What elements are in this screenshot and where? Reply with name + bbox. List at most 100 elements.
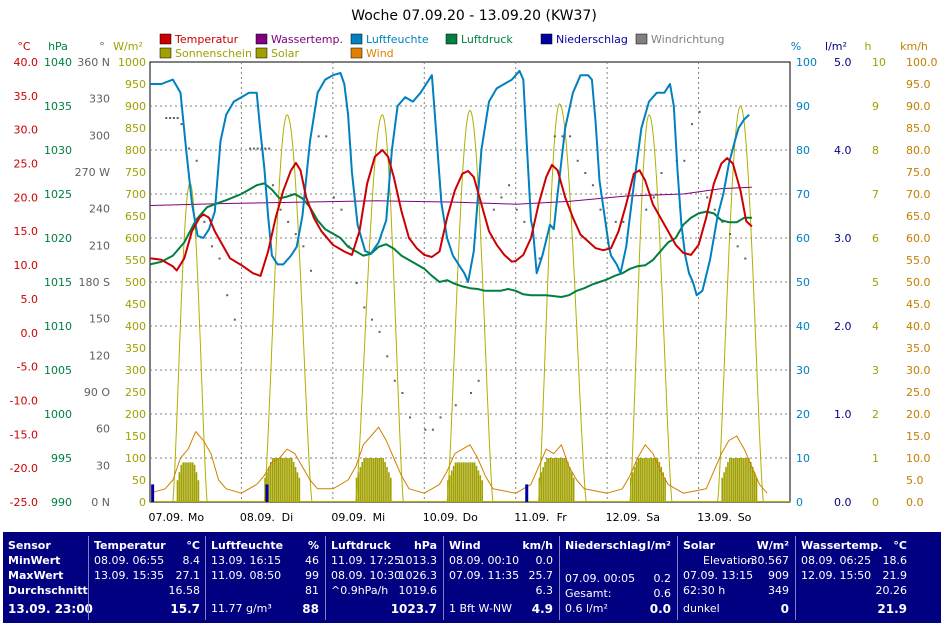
sensor-footer: 13.09. 23:00 (8, 602, 93, 616)
windrichtung-dot (538, 257, 541, 260)
niederschlag-max-val: 0.2 (653, 572, 672, 585)
windrichtung-dot (508, 184, 511, 187)
sonnenschein-bar (746, 458, 748, 502)
legend-swatch (159, 33, 172, 45)
sonnenschein-bar (374, 458, 377, 502)
axis-tick-label: 15.0 (906, 430, 931, 443)
axis-unit-label: km/h (900, 40, 928, 53)
axis-tick-label: 1040 (44, 56, 72, 69)
luftfeuchte-footer-note: 11.77 g/m³ (211, 602, 272, 615)
luftdruck-header: Luftdruck (331, 539, 391, 552)
axis-tick-label: 550 (125, 254, 146, 267)
sonnenschein-bar (755, 477, 758, 502)
sonnenschein-bar (268, 466, 270, 502)
axis-tick-label: 1010 (44, 320, 72, 333)
temperatur-avg: 16.58 (168, 584, 201, 597)
sonnenschein-bar (372, 458, 375, 502)
sonnenschein-bar (452, 465, 455, 502)
axis-tick-label: 10 (872, 56, 886, 69)
windrichtung-dot (515, 208, 518, 211)
axis-tick-label: 50.0 (906, 276, 931, 289)
luftfeuchte-current: 88 (302, 602, 319, 616)
x-tick-date: 11.09. (514, 511, 549, 524)
x-tick-day: Mo (188, 511, 204, 524)
legend-swatch (350, 47, 363, 59)
col-luftdruck: Luftdruck hPa 11.09. 17:25 1013.3 08.09. 1… (327, 534, 441, 621)
axis-tick-label: 1025 (44, 188, 72, 201)
axis-tick-label: 10.0 (906, 452, 931, 465)
wind-line (149, 426, 768, 494)
x-tick-day: Do (463, 511, 478, 524)
axis-tick-label: 5.0 (834, 56, 852, 69)
weather-chart: Woche 07.09.20 - 13.09.20 (KW37) °C40.03… (10, 8, 938, 524)
sonnenschein-bar (456, 462, 459, 502)
temperatur-line (149, 149, 753, 277)
niederschlag-unit: l/m² (646, 539, 671, 552)
axis-tick-label: 2.0 (834, 320, 852, 333)
axis-tick-label: 150 (125, 430, 146, 443)
niederschlag-current: 0.0 (649, 602, 671, 616)
axis-tick-label: 240 (89, 203, 110, 216)
x-tick-date: 12.09. (606, 511, 641, 524)
sonnenschein-bar (557, 458, 560, 502)
sonnenschein-bar (660, 466, 663, 502)
windrichtung-dot (271, 184, 274, 187)
sonnenschein-bar (357, 472, 360, 502)
wind-min-time: 08.09. 00:10 (449, 554, 520, 567)
windrichtung-dot (310, 269, 312, 272)
sonnenschein-bar (376, 458, 379, 502)
axis-tick-label: 1 (872, 452, 879, 465)
sonnenschein-bar (378, 458, 381, 502)
sonnenschein-bar (742, 458, 744, 502)
axis-tick-label: 10 (796, 452, 810, 465)
x-tick-date: 08.09. (240, 511, 275, 524)
sonnenschein-bar (481, 480, 484, 502)
sonnenschein-bar (449, 475, 451, 502)
axis-tick-label: 20.0 (14, 191, 39, 204)
axis-tick-label: 0 (139, 496, 146, 509)
axis-tick-label: 1035 (44, 100, 72, 113)
sonnenschein-bar (197, 480, 200, 502)
sonnenschein-bar (359, 466, 362, 502)
windrichtung-dot (226, 294, 229, 297)
sonnenschein-bar (723, 472, 725, 502)
legend-label: Niederschlag (556, 33, 628, 46)
x-tick-day: So (738, 511, 752, 524)
sonnenschein-bar (367, 458, 369, 502)
wind-min-val: 0.0 (535, 554, 554, 567)
col-wind: Wind km/h 08.09. 00:10 0.0 07.09. 11:35 25.… (445, 534, 557, 621)
sonnenschein-bar (370, 458, 373, 502)
axis-tick-label: 0 (872, 496, 879, 509)
sonnenschein-bar (384, 461, 386, 502)
axis-tick-label: 70 (796, 188, 810, 201)
axis-tick-label: 995 (51, 452, 72, 465)
legend-label: Wassertemp. (271, 33, 343, 46)
windrichtung-dot (210, 245, 213, 248)
windrichtung-dot (279, 208, 282, 211)
axis-tick-label: 800 (125, 144, 146, 157)
axis-tick-label: -5.0 (17, 361, 38, 374)
windrichtung-dot (553, 135, 556, 138)
sonnenschein-bar (289, 458, 291, 502)
axis-tick-label: 20 (796, 408, 810, 421)
windrichtung-dot (363, 306, 366, 309)
col-solar: Solar W/m² Elevation -30.567 07.09. 13:15 9… (679, 534, 793, 621)
niederschlag-header: Niederschlag (565, 539, 647, 552)
windrichtung-dot (523, 220, 526, 223)
sonnenschein-bar (550, 458, 552, 502)
luftdruck-avg-note: ^0.9hPa/h (331, 584, 389, 597)
axis-tick-label: 8 (872, 144, 879, 157)
windrichtung-dot (401, 392, 404, 394)
grid (150, 62, 790, 502)
windrichtung-dot (660, 172, 663, 174)
axis-tick-label: 10.0 (14, 259, 39, 272)
windrichtung-dot (744, 257, 747, 260)
sonnenschein-bar (369, 458, 371, 502)
sonnenschein-bar (572, 477, 575, 502)
windrichtung-dot (165, 117, 168, 119)
axis-tick-label: 35.0 (14, 90, 39, 103)
sonnenschein-bar (725, 466, 727, 502)
axis-tick-label: 300 (89, 129, 110, 142)
solar-line (355, 114, 404, 503)
sonnenschein-bar (471, 462, 474, 502)
